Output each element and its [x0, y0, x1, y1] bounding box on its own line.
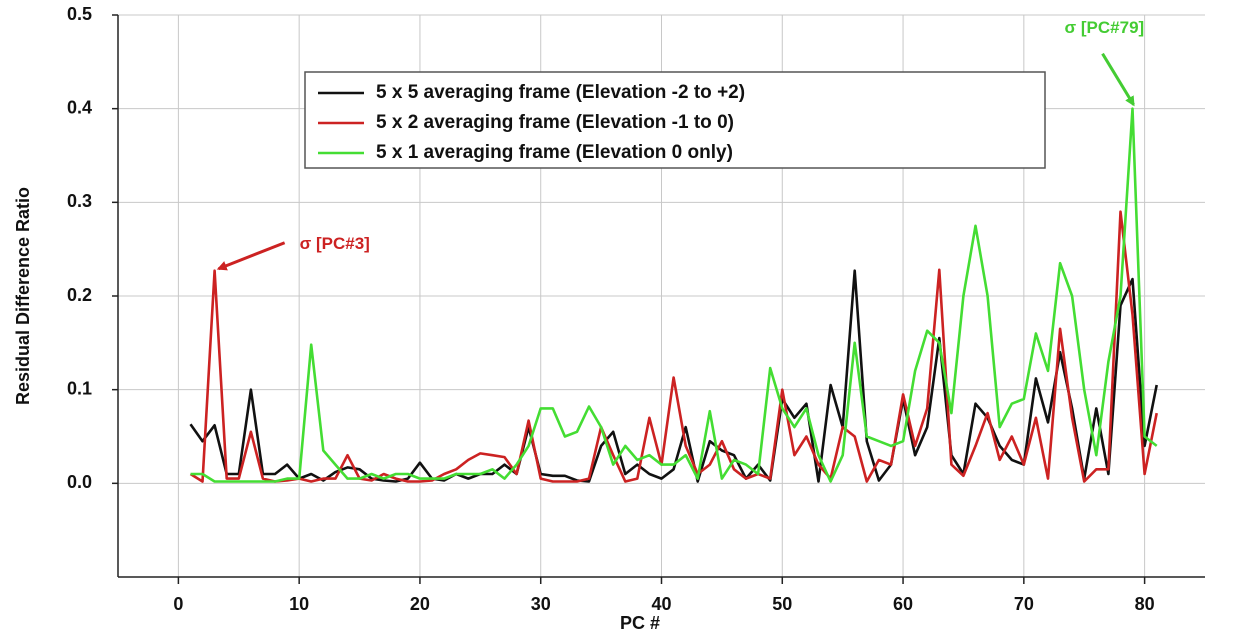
annotation-arrow: [216, 241, 286, 271]
x-tick-label: 10: [289, 594, 309, 614]
x-tick-label: 80: [1135, 594, 1155, 614]
legend-label: 5 x 5 averaging frame (Elevation -2 to +…: [376, 82, 745, 103]
legend: 5 x 5 averaging frame (Elevation -2 to +…: [304, 71, 1046, 169]
x-tick-label: 0: [173, 594, 183, 614]
x-tick-label: 20: [410, 594, 430, 614]
y-tick-label: 0.1: [67, 378, 92, 398]
annotation-text: σ [PC#79]: [1065, 18, 1145, 37]
y-tick-label: 0.0: [67, 472, 92, 492]
legend-label: 5 x 1 averaging frame (Elevation 0 only): [376, 142, 733, 163]
legend-label: 5 x 2 averaging frame (Elevation -1 to 0…: [376, 112, 734, 133]
annotation-arrow: [1101, 52, 1135, 107]
x-axis-label: PC #: [620, 613, 660, 633]
x-tick-label: 40: [651, 594, 671, 614]
y-tick-label: 0.2: [67, 285, 92, 305]
x-tick-label: 50: [772, 594, 792, 614]
x-tick-label: 60: [893, 594, 913, 614]
x-tick-label: 70: [1014, 594, 1034, 614]
y-axis-label: Residual Difference Ratio: [13, 187, 33, 405]
y-tick-label: 0.5: [67, 4, 92, 24]
x-tick-label: 30: [531, 594, 551, 614]
y-tick-label: 0.3: [67, 191, 92, 211]
y-tick-label: 0.4: [67, 97, 92, 117]
annotation-text: σ [PC#3]: [300, 234, 370, 253]
series-line: [189, 210, 1158, 483]
legend-box: [304, 71, 1046, 169]
series-line: [190, 107, 1158, 483]
series-line: [189, 269, 1158, 483]
